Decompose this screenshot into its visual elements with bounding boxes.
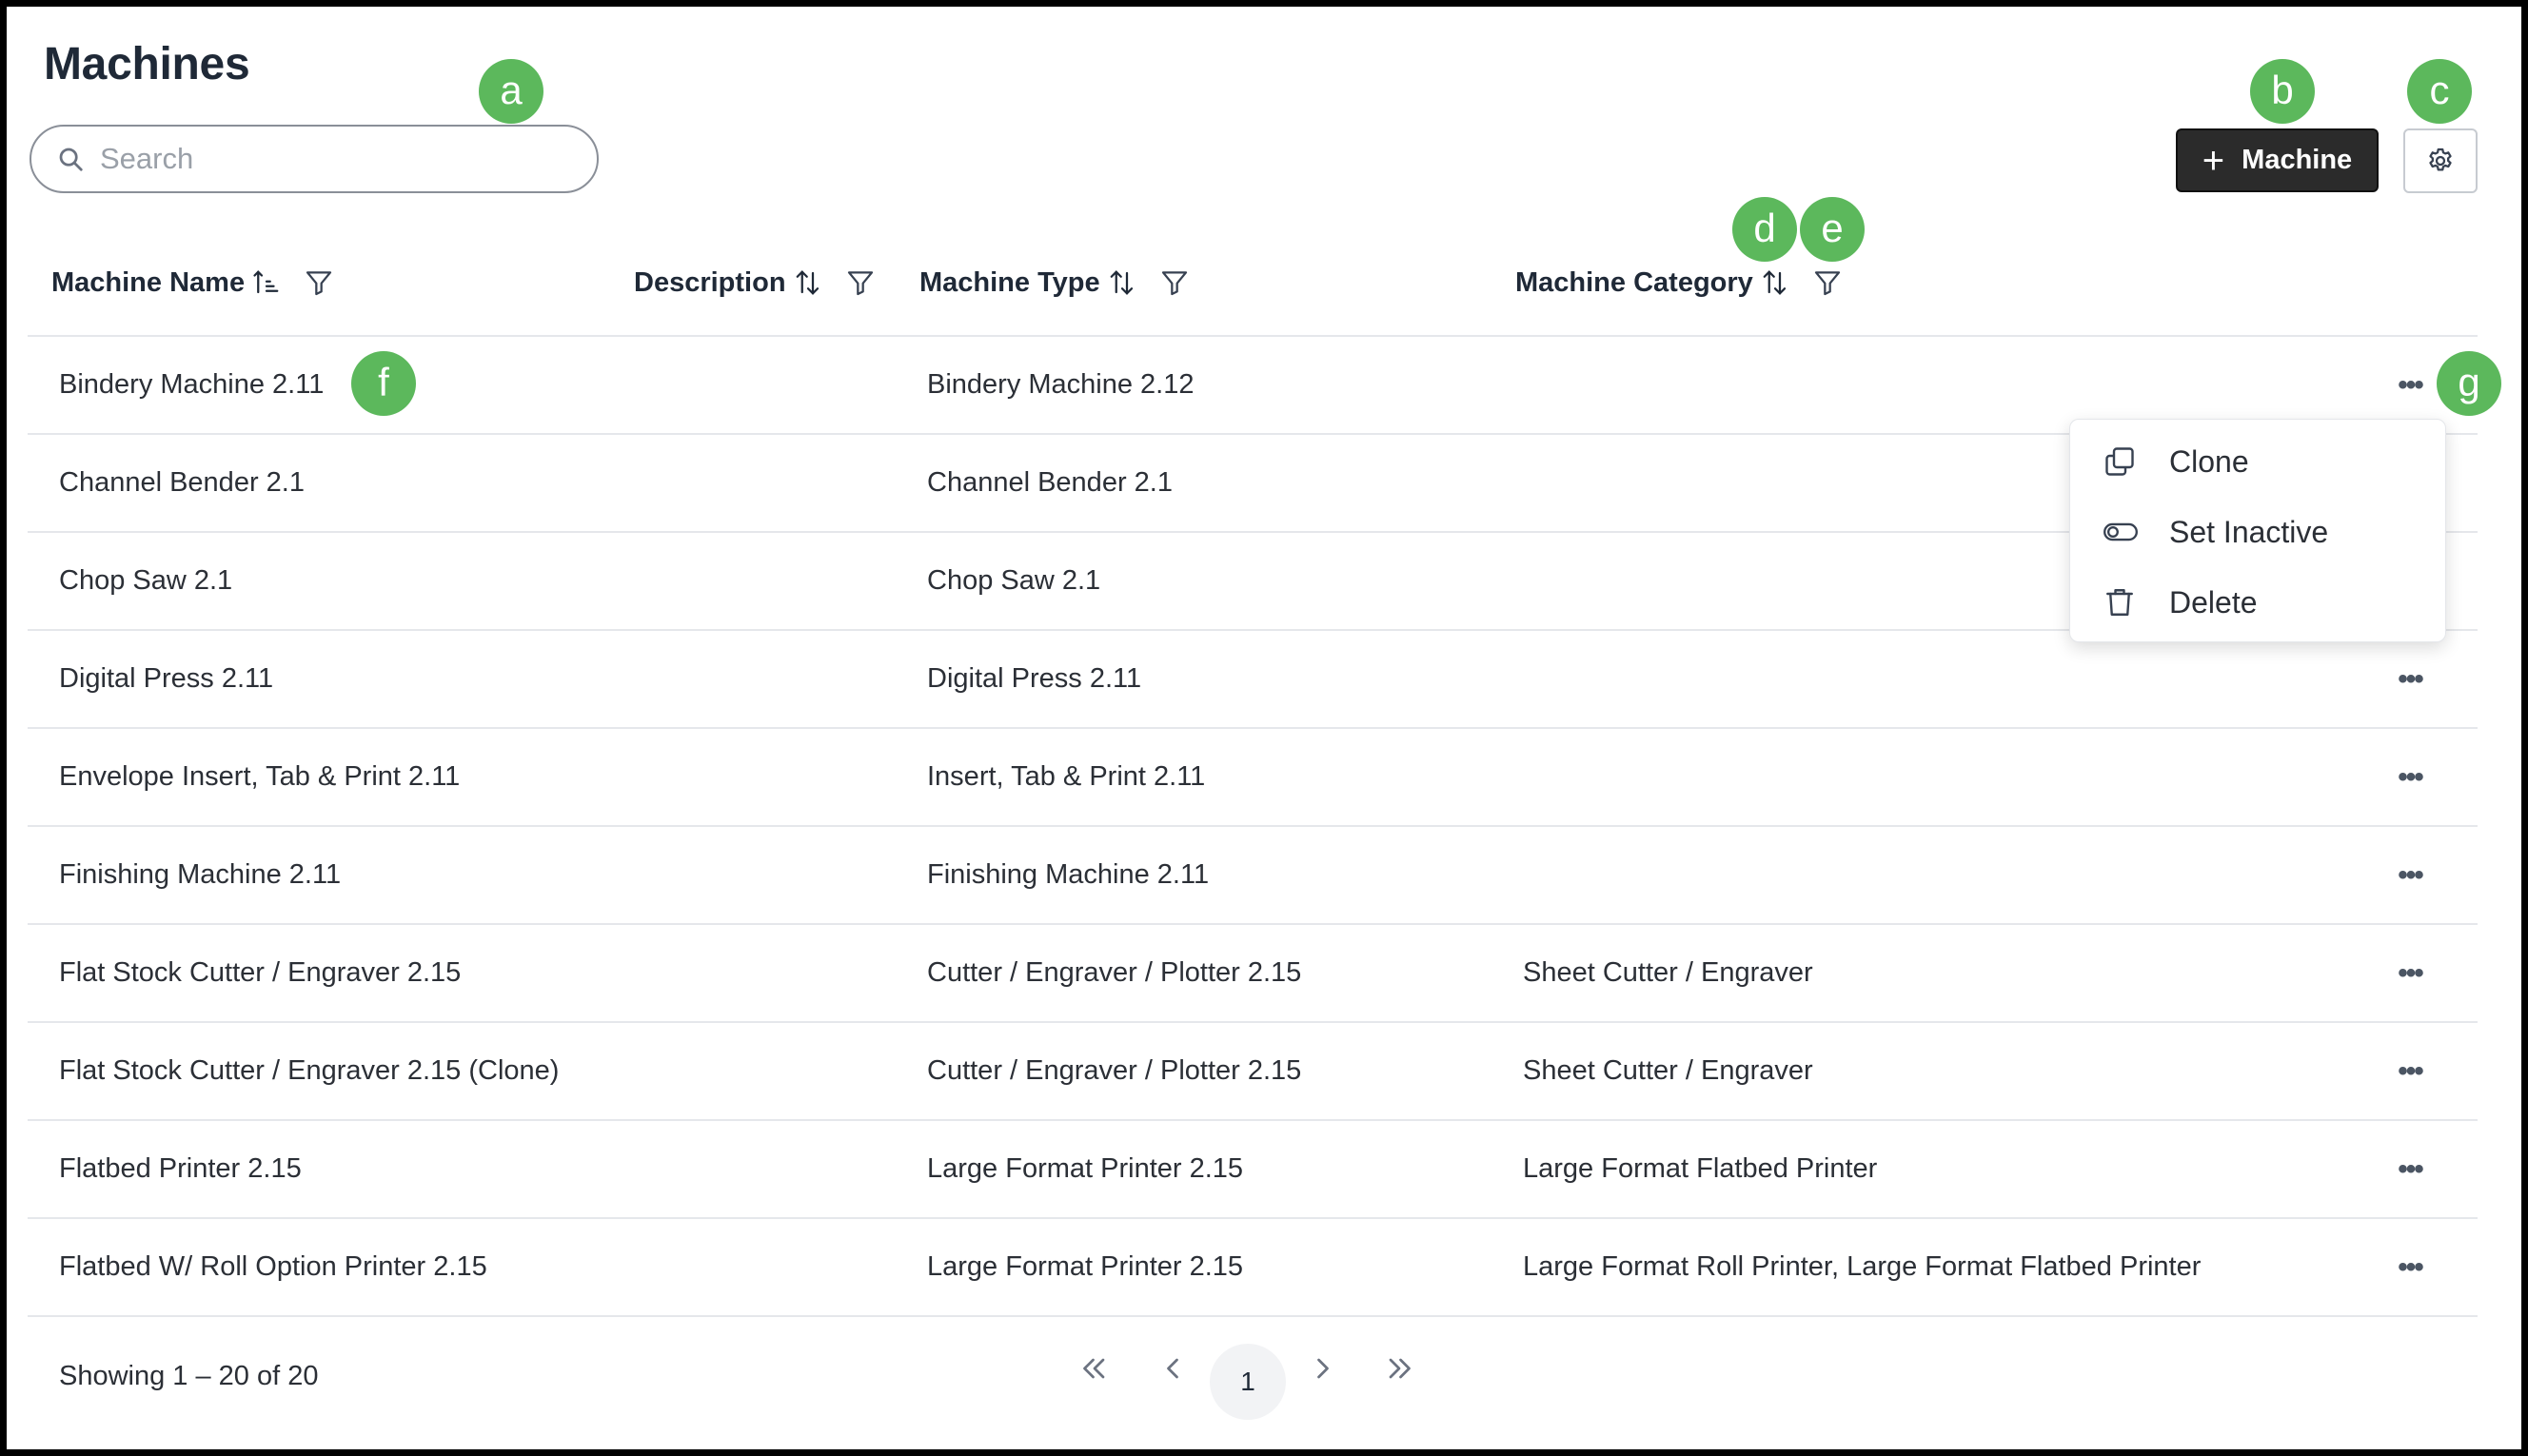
annotation-badge-e: e [1800, 197, 1865, 262]
menu-item-set-inactive[interactable]: Set Inactive [2070, 498, 2447, 566]
cell-machine-name: Chop Saw 2.1 [59, 565, 233, 596]
settings-button[interactable] [2403, 128, 2478, 193]
row-actions-button[interactable]: ••• [2398, 369, 2424, 401]
annotation-badge-d: d [1732, 197, 1797, 262]
cell-machine-type: Cutter / Engraver / Plotter 2.15 [927, 957, 1302, 988]
table-row[interactable]: Bindery Machine 2.11 Bindery Machine 2.1… [28, 337, 2478, 435]
cell-machine-type: Insert, Tab & Print 2.11 [927, 761, 1206, 792]
cell-machine-name: Bindery Machine 2.11 [59, 369, 325, 400]
table-row[interactable]: Chop Saw 2.1 Chop Saw 2.1 [28, 533, 2478, 631]
cell-machine-category: Sheet Cutter / Engraver [1523, 957, 1813, 988]
row-actions-button[interactable]: ••• [2398, 1153, 2424, 1185]
table-row[interactable]: Flat Stock Cutter / Engraver 2.15 Cutter… [28, 925, 2478, 1023]
column-header-machine-type[interactable]: Machine Type [919, 263, 1190, 303]
cell-machine-category: Large Format Roll Printer, Large Format … [1523, 1251, 2202, 1282]
column-header-machine-category[interactable]: Machine Category [1515, 263, 1843, 303]
filter-icon[interactable] [845, 267, 876, 298]
menu-item-label: Set Inactive [2169, 514, 2329, 549]
search-box[interactable] [30, 125, 599, 193]
sort-ascending-icon[interactable] [252, 268, 281, 297]
annotation-badge-b: b [2250, 59, 2315, 124]
next-page-button[interactable] [1306, 1351, 1340, 1394]
table-row[interactable]: Flatbed W/ Roll Option Printer 2.15 Larg… [28, 1219, 2478, 1317]
cell-machine-name: Channel Bender 2.1 [59, 467, 305, 498]
row-actions-menu: Clone Set Inactive Delete [2069, 419, 2446, 642]
cell-machine-type: Large Format Printer 2.15 [927, 1251, 1244, 1282]
menu-item-label: Delete [2169, 584, 2258, 620]
page-number-button[interactable]: 1 [1210, 1344, 1286, 1420]
trash-icon [2106, 589, 2133, 616]
row-actions-button[interactable]: ••• [2398, 663, 2424, 695]
table-row[interactable]: Finishing Machine 2.11 Finishing Machine… [28, 827, 2478, 925]
cell-machine-name: Flatbed W/ Roll Option Printer 2.15 [59, 1251, 487, 1282]
cell-machine-type: Chop Saw 2.1 [927, 565, 1101, 596]
table-row[interactable]: Digital Press 2.11 Digital Press 2.11 ••… [28, 631, 2478, 729]
cell-machine-name: Digital Press 2.11 [59, 663, 274, 694]
cell-machine-type: Finishing Machine 2.11 [927, 859, 1210, 890]
cell-machine-name: Flat Stock Cutter / Engraver 2.15 (Clone… [59, 1055, 560, 1086]
search-input[interactable] [98, 141, 559, 177]
chevrons-left-icon [1083, 1358, 1105, 1379]
table-row[interactable]: Flatbed Printer 2.15 Large Format Printe… [28, 1121, 2478, 1219]
gear-icon [2429, 148, 2452, 171]
search-icon [59, 148, 83, 171]
column-label: Machine Name [51, 266, 246, 298]
page-title: Machines [44, 39, 250, 89]
cell-machine-type: Channel Bender 2.1 [927, 467, 1173, 498]
chevron-right-icon [1317, 1358, 1329, 1379]
column-header-description[interactable]: Description [634, 263, 876, 303]
row-actions-button[interactable]: ••• [2398, 1055, 2424, 1087]
sort-icon[interactable] [1108, 268, 1136, 297]
cell-machine-name: Flatbed Printer 2.15 [59, 1153, 302, 1184]
row-actions-button[interactable]: ••• [2398, 761, 2424, 793]
sort-icon[interactable] [794, 268, 822, 297]
cell-machine-name: Finishing Machine 2.11 [59, 859, 342, 890]
menu-item-clone[interactable]: Clone [2070, 427, 2447, 496]
cell-machine-type: Bindery Machine 2.12 [927, 369, 1195, 400]
annotation-badge-g: g [2437, 351, 2501, 416]
cell-machine-type: Large Format Printer 2.15 [927, 1153, 1244, 1184]
menu-item-delete[interactable]: Delete [2070, 568, 2447, 637]
annotation-badge-c: c [2407, 59, 2472, 124]
cell-machine-category: Large Format Flatbed Printer [1523, 1153, 1878, 1184]
menu-item-label: Clone [2169, 443, 2249, 479]
filter-icon[interactable] [1812, 267, 1843, 298]
header-divider [28, 335, 2478, 337]
toggle-off-icon [2103, 522, 2138, 541]
chevrons-right-icon [1389, 1358, 1411, 1379]
plus-icon: + [2202, 139, 2225, 182]
column-label: Machine Category [1515, 266, 1753, 298]
table-row[interactable]: Flat Stock Cutter / Engraver 2.15 (Clone… [28, 1023, 2478, 1121]
column-label: Description [634, 266, 786, 298]
previous-page-button[interactable] [1155, 1351, 1190, 1394]
row-actions-button[interactable]: ••• [2398, 1251, 2424, 1283]
cell-machine-name: Envelope Insert, Tab & Print 2.11 [59, 761, 461, 792]
column-header-machine-name[interactable]: Machine Name [51, 263, 334, 303]
clone-icon [2105, 447, 2134, 476]
table-row[interactable]: Envelope Insert, Tab & Print 2.11 Insert… [28, 729, 2478, 827]
filter-icon[interactable] [1159, 267, 1190, 298]
add-machine-button[interactable]: + Machine [2176, 128, 2379, 192]
annotation-badge-f: f [351, 351, 416, 416]
row-actions-button[interactable]: ••• [2398, 859, 2424, 891]
pagination-summary: Showing 1 – 20 of 20 [59, 1361, 319, 1391]
filter-icon[interactable] [304, 267, 334, 298]
cell-machine-name: Flat Stock Cutter / Engraver 2.15 [59, 957, 462, 988]
cell-machine-type: Cutter / Engraver / Plotter 2.15 [927, 1055, 1302, 1086]
sort-icon[interactable] [1761, 268, 1789, 297]
first-page-button[interactable] [1077, 1351, 1112, 1394]
table-row[interactable]: Channel Bender 2.1 Channel Bender 2.1 [28, 435, 2478, 533]
cell-machine-category: Sheet Cutter / Engraver [1523, 1055, 1813, 1086]
column-label: Machine Type [919, 266, 1100, 298]
last-page-button[interactable] [1382, 1351, 1416, 1394]
cell-machine-type: Digital Press 2.11 [927, 663, 1142, 694]
annotation-badge-a: a [479, 59, 543, 124]
add-machine-label: Machine [2242, 145, 2353, 175]
row-actions-button[interactable]: ••• [2398, 957, 2424, 989]
chevron-left-icon [1167, 1358, 1178, 1379]
